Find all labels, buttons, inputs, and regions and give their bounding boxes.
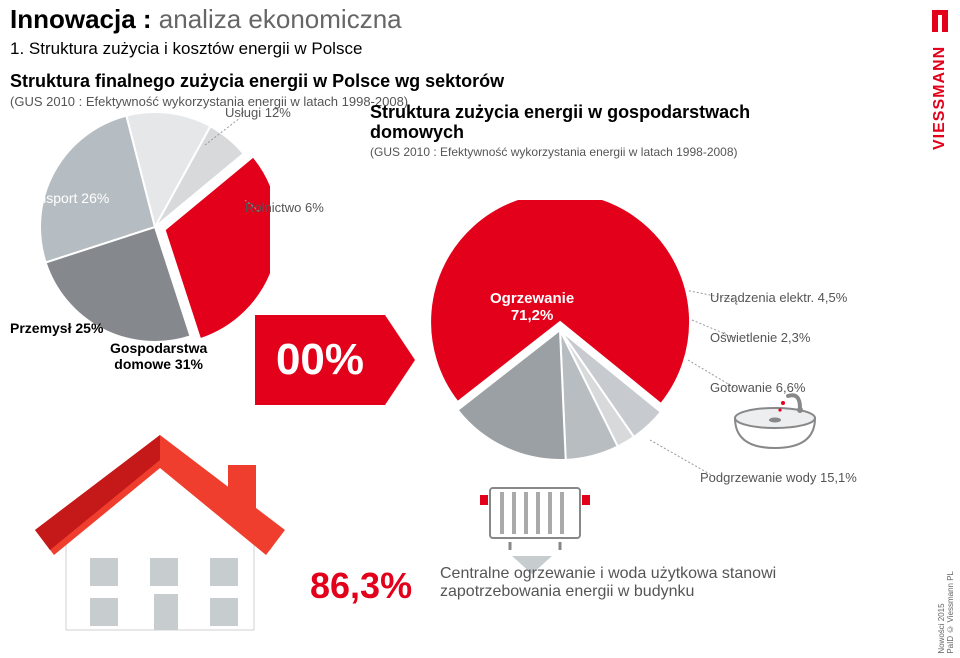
- label-urzadzenia: Urządzenia elektr. 4,5%: [710, 290, 847, 305]
- section2-heading-l2: domowych: [370, 122, 464, 143]
- section1-heading: Struktura finalnego zużycia energii w Po…: [0, 59, 960, 92]
- label-rolnictwo: Rolnictwo 6%: [245, 200, 324, 215]
- label-gosp-l2: domowe 31%: [114, 356, 203, 372]
- label-transport: Transport 26%: [18, 190, 109, 206]
- section2-sub: (GUS 2010 : Efektywność wykorzystania en…: [370, 145, 738, 159]
- sink-icon: [730, 388, 820, 458]
- page-subtitle: 1. Struktura zużycia i kosztów energii w…: [10, 35, 950, 59]
- label-ogrzewanie: Ogrzewanie 71,2%: [490, 290, 574, 324]
- label-gospodarstwa: Gospodarstwa domowe 31%: [110, 340, 207, 372]
- label-oswietlenie: Oświetlenie 2,3%: [710, 330, 810, 345]
- viessmann-logo: VIESSMANN: [930, 10, 958, 160]
- label-gosp-l1: Gospodarstwa: [110, 340, 207, 356]
- bottom-text-l1: Centralne ogrzewanie i woda użytkowa sta…: [440, 565, 776, 582]
- section2-heading-l1: Struktura zużycia energii w gospodarstwa…: [370, 102, 750, 123]
- label-przemysl: Przemysł 25%: [10, 320, 103, 336]
- title-rest: analiza ekonomiczna: [152, 4, 402, 34]
- bottom-text: Centralne ogrzewanie i woda użytkowa sta…: [440, 565, 870, 601]
- big-percent-text: 00%: [276, 335, 364, 385]
- label-podgrzewanie: Podgrzewanie wody 15,1%: [700, 470, 857, 485]
- label-uslugi: Usługi 12%: [225, 105, 291, 120]
- bottom-percent: 86,3%: [310, 565, 412, 607]
- label-ogrz-l2: 71,2%: [511, 307, 554, 324]
- pie2-chart: [430, 200, 690, 460]
- radiator-icon: [480, 470, 590, 550]
- page-title: Innowacja : analiza ekonomiczna: [10, 4, 950, 35]
- title-bold: Innowacja :: [10, 4, 152, 34]
- label-ogrz-l1: Ogrzewanie: [490, 290, 574, 307]
- svg-text:VIESSMANN: VIESSMANN: [931, 46, 948, 150]
- house-icon: [10, 390, 310, 650]
- footer-credits: Nowości 2015 PaID © Viessmann PL: [938, 571, 956, 654]
- pie1-chart: [40, 112, 270, 342]
- footer-l2: PaID © Viessmann PL: [946, 571, 955, 654]
- bottom-text-l2: zapotrzebowania energii w budynku: [440, 583, 694, 600]
